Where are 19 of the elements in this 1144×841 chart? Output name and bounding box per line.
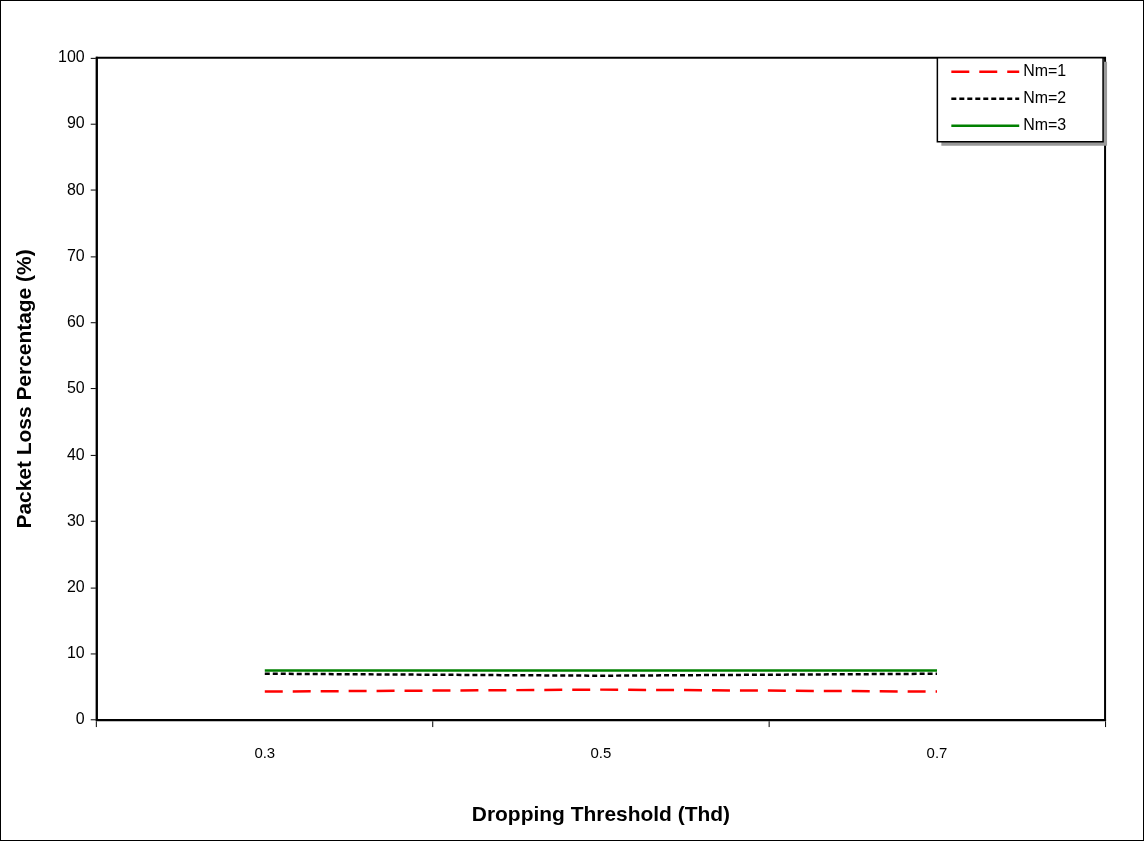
x-tick-label: 0.3 [254,744,276,762]
y-tick-label: 50 [66,379,85,397]
x-axis-title: Dropping Threshold (Thd) [471,802,731,826]
y-tick-label: 100 [58,48,85,66]
x-tick-label: 0.5 [590,744,612,762]
y-tick-label: 60 [66,313,85,331]
y-tick-label: 90 [66,114,85,132]
y-tick-label: 30 [66,511,85,529]
legend-label: Nm=1 [1023,62,1067,80]
y-tick-label: 20 [66,578,85,596]
y-tick-label: 10 [66,644,85,662]
y-tick-label: 80 [66,180,85,198]
y-tick-label: 40 [66,445,85,463]
legend-label: Nm=3 [1023,116,1067,134]
y-tick-label: 0 [75,710,85,728]
x-tick-label: 0.7 [926,744,948,762]
y-axis-title: Packet Loss Percentage (%) [12,249,36,529]
y-tick-label: 70 [66,246,85,264]
legend-label: Nm=2 [1023,89,1067,107]
